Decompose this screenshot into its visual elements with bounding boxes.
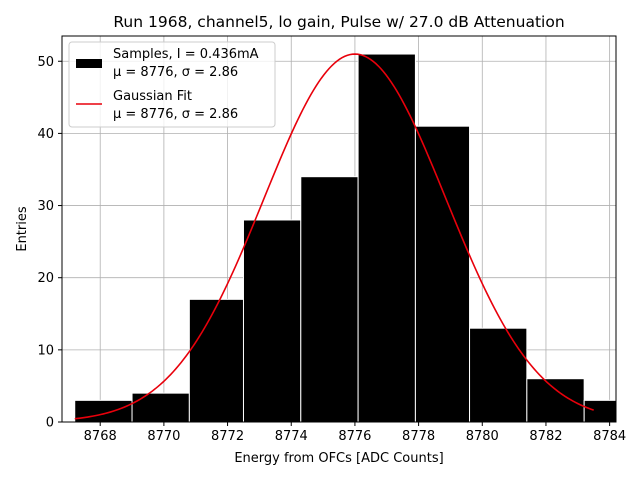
legend-stats-gaussian-fit: μ = 8776, σ = 2.86 (113, 107, 238, 122)
y-axis-label: Entries (15, 206, 30, 252)
y-tick-label: 10 (37, 343, 54, 358)
legend: Samples, I = 0.436mA μ = 8776, σ = 2.86 … (68, 41, 276, 128)
histogram-bar (74, 399, 133, 423)
x-tick-label: 8782 (529, 429, 562, 444)
histogram-bar (188, 298, 244, 423)
histogram-bars (74, 53, 617, 423)
gaussian-fit-curve (74, 53, 594, 420)
histogram-bar (131, 392, 190, 423)
legend-swatch-samples (76, 59, 102, 68)
x-tick-label: 8778 (402, 429, 435, 444)
x-tick-label: 8784 (593, 429, 626, 444)
histogram-bar (583, 399, 617, 423)
y-tick-label: 0 (46, 416, 54, 431)
gaussian-fit-layer (74, 53, 594, 420)
x-tick-label: 8770 (147, 429, 180, 444)
x-tick-label: 8780 (466, 429, 499, 444)
y-tick-label: 30 (37, 199, 54, 214)
plot-frame (61, 35, 617, 423)
legend-label-samples: Samples, I = 0.436mA (113, 47, 259, 62)
y-axis-ticks: 0 10 20 30 40 50 (37, 55, 62, 431)
x-tick-label: 8774 (275, 429, 308, 444)
legend-stats-samples: μ = 8776, σ = 2.86 (113, 65, 238, 80)
histogram-bar (300, 176, 359, 423)
y-tick-label: 40 (37, 127, 54, 142)
x-axis-ticks: 8768 8770 8772 8774 8776 8778 8780 8782 8784 (84, 422, 626, 444)
y-tick-label: 20 (37, 271, 54, 286)
chart-title: Run 1968, channel5, lo gain, Pulse w/ 27… (113, 13, 564, 31)
legend-box (68, 41, 276, 128)
histogram-bar (414, 125, 471, 423)
histogram-bar (242, 219, 302, 423)
histogram-bar (526, 378, 585, 423)
y-tick-label: 50 (37, 55, 54, 70)
x-tick-label: 8772 (211, 429, 244, 444)
legend-label-gaussian-fit: Gaussian Fit (113, 89, 192, 104)
histogram-bar (469, 327, 528, 423)
x-tick-label: 8768 (84, 429, 117, 444)
x-axis-label: Energy from OFCs [ADC Counts] (234, 451, 443, 466)
x-tick-label: 8776 (338, 429, 371, 444)
